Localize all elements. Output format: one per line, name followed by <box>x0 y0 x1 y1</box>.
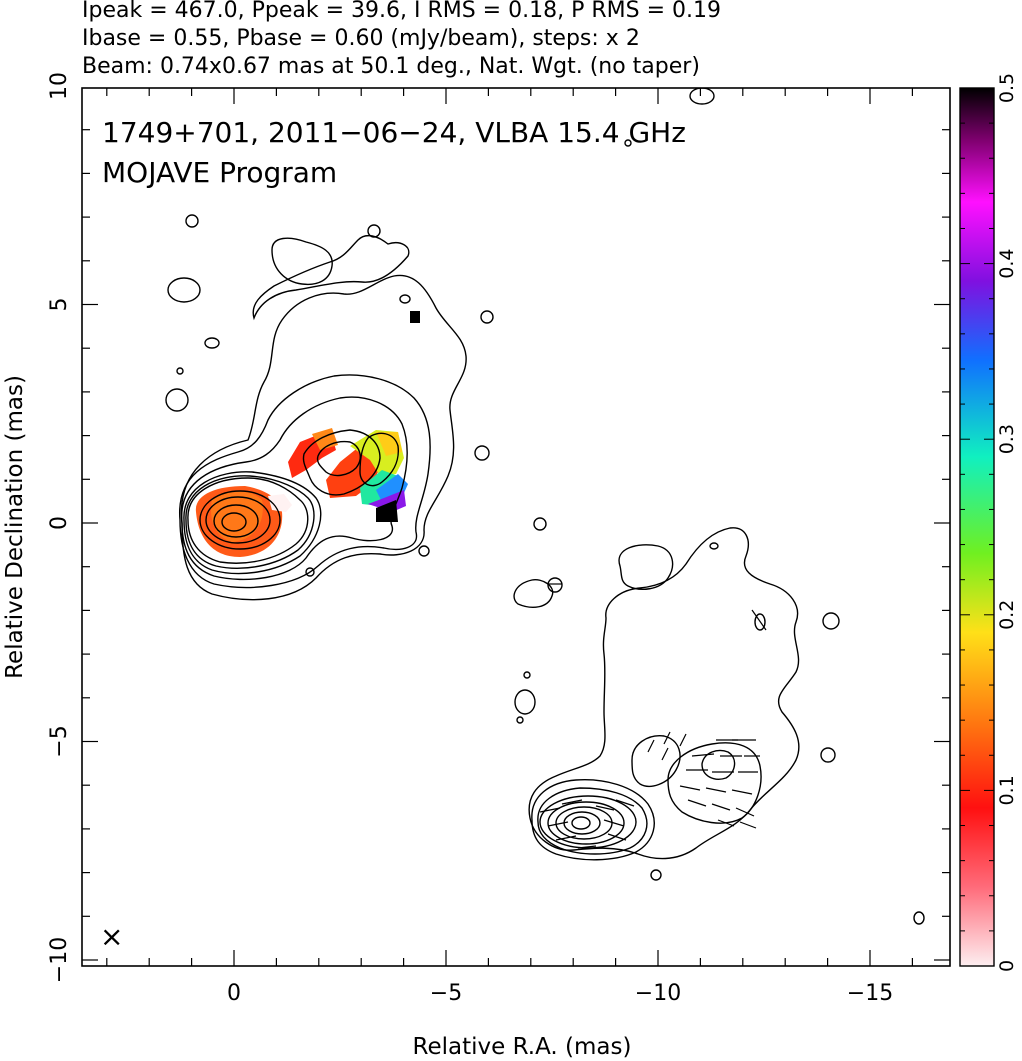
beam-marker: × <box>100 920 123 953</box>
x-axis-label: Relative R.A. (mas) <box>413 1034 632 1060</box>
header-line-3: Beam: 0.74x0.67 mas at 50.1 deg., Nat. W… <box>82 54 700 79</box>
x-tick-label: 0 <box>227 981 241 1006</box>
colorbar-gradient <box>959 87 995 967</box>
colorbar-tick-label: 0.1 <box>996 775 1018 805</box>
header-line-2: Ibase = 0.55, Pbase = 0.60 (mJy/beam), s… <box>82 26 640 51</box>
plot-frame <box>81 87 951 967</box>
colorbar: 0 0.1 0.2 0.3 0.4 0.5 <box>959 73 1018 972</box>
polarization-patches <box>195 311 420 557</box>
colorbar-labels: 0 0.1 0.2 0.3 0.4 0.5 <box>996 73 1018 972</box>
y-tick-label: 10 <box>47 72 72 100</box>
header-line-1: Ipeak = 467.0, Ppeak = 39.6, I RMS = 0.1… <box>82 0 721 23</box>
colorbar-tick-label: 0.4 <box>996 248 1018 278</box>
colorbar-tick-label: 0.2 <box>996 600 1018 630</box>
intensity-contours <box>165 88 925 925</box>
colorbar-tick-label: 0 <box>996 960 1018 972</box>
colorbar-tick-label: 0.5 <box>996 73 1018 103</box>
map-content <box>165 88 925 925</box>
y-tick-label: 0 <box>47 516 72 530</box>
x-tick-label: −15 <box>847 981 893 1006</box>
chart-title: 1749+701, 2011−06−24, VLBA 15.4 GHz <box>102 116 686 149</box>
chart-subtitle: MOJAVE Program <box>102 156 337 189</box>
y-tick-label: −10 <box>47 937 72 983</box>
polarization-vectors <box>539 583 767 849</box>
x-tick-label: −10 <box>635 981 681 1006</box>
y-tick-label: −5 <box>47 725 72 757</box>
colorbar-ticks <box>960 87 994 967</box>
tick-labels: 0 −5 −10 −15 10 5 0 −5 −10 <box>47 72 893 1006</box>
colorbar-tick-label: 0.3 <box>996 424 1018 454</box>
axis-ticks <box>82 88 950 966</box>
y-axis-label: Relative Declination (mas) <box>2 375 28 679</box>
x-tick-label: −5 <box>430 981 462 1006</box>
y-tick-label: 5 <box>47 298 72 312</box>
